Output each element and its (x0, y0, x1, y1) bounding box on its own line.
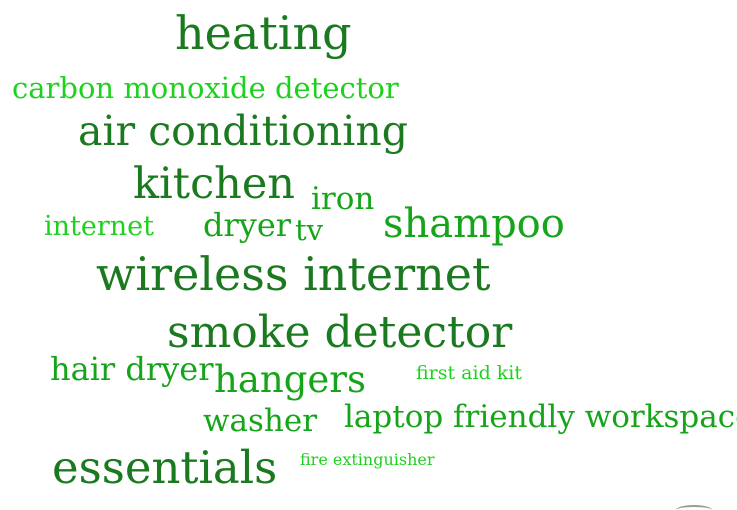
word-hangers: hangers (214, 358, 366, 401)
word-fire-extinguisher: fire extinguisher (300, 450, 435, 469)
word-essentials: essentials (52, 441, 278, 494)
word-washer: washer (203, 403, 318, 439)
word-internet: internet (44, 211, 154, 242)
word-hair-dryer: hair dryer (50, 350, 214, 388)
word-smoke-detector: smoke detector (167, 307, 513, 358)
word-dryer: dryer (203, 206, 292, 244)
word-wireless-internet: wireless internet (96, 247, 491, 301)
word-laptop-friendly-workspace: laptop friendly workspace (344, 399, 737, 435)
corner-arc-decoration (676, 505, 712, 510)
word-carbon-monoxide-detector: carbon monoxide detector (12, 71, 399, 105)
word-shampoo: shampoo (383, 201, 565, 247)
word-first-aid-kit: first aid kit (416, 362, 523, 384)
word-air-conditioning: air conditioning (78, 107, 409, 155)
word-kitchen: kitchen (133, 159, 296, 209)
word-tv: tv (295, 213, 324, 247)
word-iron: iron (311, 181, 375, 217)
word-heating: heating (175, 6, 352, 60)
